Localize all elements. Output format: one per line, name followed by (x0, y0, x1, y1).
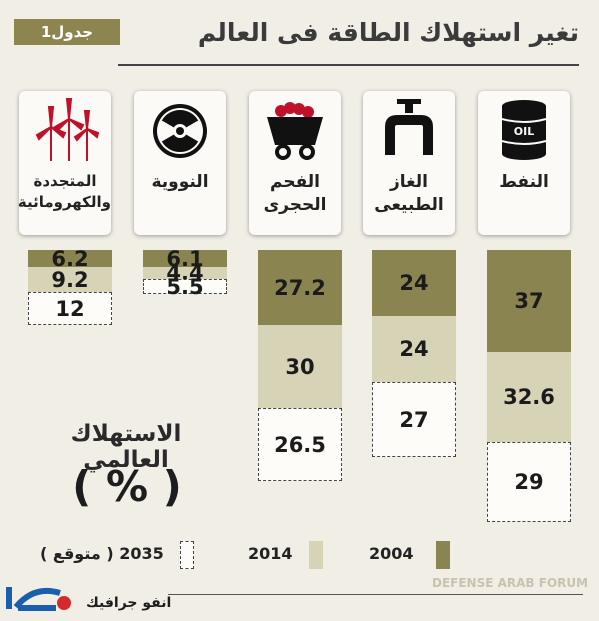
value-box-renewable-2014: 9.2 (28, 267, 112, 292)
oil-icon-text: OIL (514, 125, 534, 138)
wind-turbine-icon (35, 98, 99, 161)
card-oil: OIL النفط (478, 91, 570, 235)
footer-divider (168, 594, 583, 595)
card-coal: الفحم الحجرى (249, 91, 341, 235)
global-consumption-label: الاستهلاك العالمي (70, 421, 182, 473)
coal-cart-icon (267, 102, 323, 160)
gas-pipe-icon (385, 99, 433, 155)
value-box-oil-2035: 29 (487, 442, 571, 522)
legend-label-2004: 2004 (369, 544, 414, 563)
value-box-oil-2004: 37 (487, 250, 571, 352)
label-gas: الغاز الطبيعى (374, 172, 444, 215)
value-box-renewable-2035: 12 (28, 292, 112, 325)
value-box-renewable-2004: 6.2 (28, 247, 112, 271)
radiation-icon (153, 104, 207, 158)
legend-swatch-2004 (436, 541, 450, 569)
title-divider (118, 64, 579, 66)
percent-unit: ( % ) (72, 462, 182, 511)
card-nuclear: النووية (134, 91, 226, 235)
value-box-coal-2035: 26.5 (258, 408, 342, 481)
value-box-nuclear-2004: 6.1 (143, 247, 227, 271)
alyaum-logo (6, 587, 71, 611)
card-gas: الغاز الطبيعى (363, 91, 455, 235)
label-coal: الفحم الحجرى (263, 172, 327, 215)
label-oil: النفط (499, 172, 549, 192)
card-renewable: المتجددة والكهرومائية (17, 91, 111, 235)
label-nuclear: النووية (151, 172, 209, 192)
legend-label-2035: 2035 ( متوقع ) (40, 544, 164, 563)
source-credit: انفو جرافيك (86, 595, 172, 611)
legend-label-2014: 2014 (248, 544, 293, 563)
watermark: DEFENSE ARAB FORUM (432, 576, 589, 590)
value-box-coal-2014: 30 (258, 325, 342, 408)
page-title: تغير استهلاك الطاقة فى العالم (197, 18, 579, 47)
value-box-gas-2004: 24 (372, 250, 456, 316)
legend-swatch-2014 (309, 541, 323, 569)
oil-barrel-icon: OIL (501, 100, 547, 160)
label-renewable: المتجددة والكهرومائية (17, 172, 111, 211)
value-box-gas-2014: 24 (372, 316, 456, 382)
value-box-gas-2035: 27 (372, 382, 456, 457)
value-box-coal-2004: 27.2 (258, 250, 342, 325)
legend-swatch-2035 (180, 541, 194, 569)
table-badge: جدول1 (14, 19, 120, 45)
value-box-nuclear-2035: 5.5 (143, 275, 227, 299)
value-box-oil-2014: 32.6 (487, 352, 571, 442)
